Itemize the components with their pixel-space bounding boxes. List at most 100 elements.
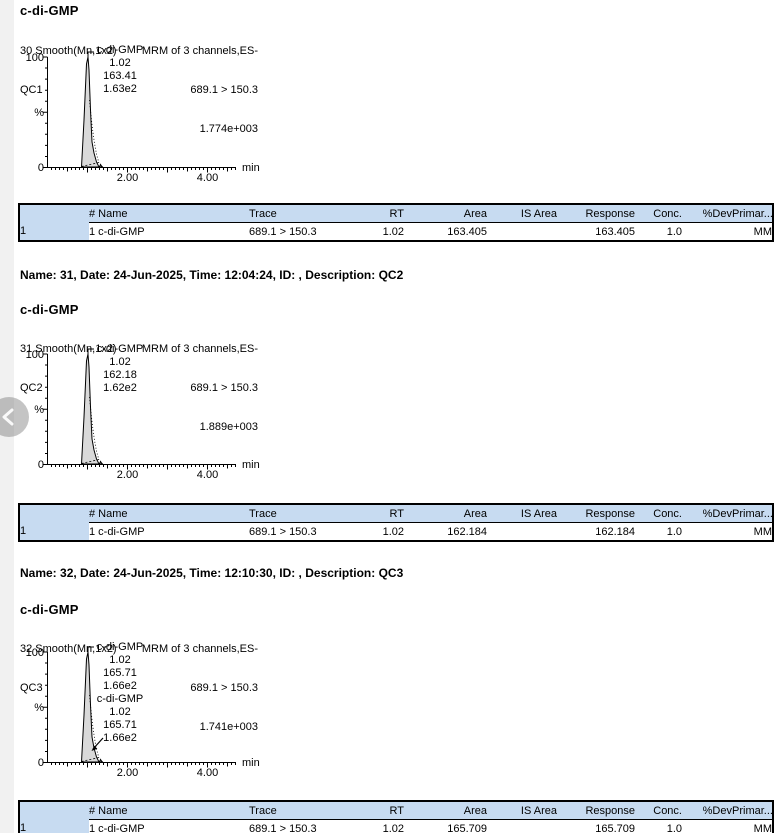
results-table: # Name Trace RT Area IS Area Response Co… — [18, 800, 774, 833]
cell-pdev — [682, 820, 732, 833]
col-area: Area — [404, 204, 487, 223]
col-primary: Primar... — [732, 204, 773, 223]
col-rownum — [19, 801, 89, 820]
col-rt: RT — [374, 204, 404, 223]
y-axis-bottom-label: 0 — [38, 459, 44, 471]
cell-primary: MM — [753, 525, 772, 538]
table-row[interactable]: 1 1 c-di-GMP 689.1 > 150.3 1.02 165.709 … — [19, 819, 773, 833]
cell-name: 1 c-di-GMP — [89, 822, 145, 833]
peak-name: c-di-GMP — [96, 44, 144, 56]
peak-rt: 1.02 — [109, 706, 131, 718]
col-trace: Trace — [249, 504, 374, 523]
col-area: Area — [404, 504, 487, 523]
col-trace: Trace — [249, 801, 374, 820]
intensity-line: 1.741e+003 — [199, 721, 258, 733]
acq-line: MRM of 3 channels,ES- — [141, 343, 258, 355]
col-isarea: IS Area — [487, 204, 557, 223]
peak-annotation: c-di-GMP 1.02 163.41 1.63e2 — [93, 44, 147, 96]
results-table: # Name Trace RT Area IS Area Response Co… — [18, 503, 774, 542]
chart-title: c-di-GMP — [20, 3, 79, 18]
acq-line: MRM of 3 channels,ES- — [141, 643, 258, 655]
cell-pdev — [682, 223, 732, 242]
process-line: 31 Smooth(Mn,1x2) — [20, 343, 117, 355]
peak-annotation: c-di-GMP 1.02 165.71 1.66e2 c-di-GMP 1.0… — [93, 641, 147, 745]
chart-info-right: MRM of 3 channels,ES- 689.1 > 150.3 1.74… — [130, 617, 258, 760]
cell-area: 163.405 — [447, 225, 487, 238]
col-pdev: %Dev — [682, 204, 732, 223]
col-name: # Name — [89, 204, 249, 223]
cell-conc: 1.0 — [666, 525, 682, 538]
cell-trace: 689.1 > 150.3 — [249, 225, 317, 238]
y-axis-bottom-label: 0 — [38, 757, 44, 769]
results-table: # Name Trace RT Area IS Area Response Co… — [18, 203, 774, 242]
x-tick-label: 2.00 — [117, 469, 138, 481]
cell-area: 165.709 — [447, 822, 487, 833]
left-gutter — [0, 0, 14, 833]
col-primary: Primar... — [732, 504, 773, 523]
table-header-row: # Name Trace RT Area IS Area Response Co… — [19, 801, 773, 820]
previous-button[interactable] — [0, 397, 29, 437]
cell-trace: 689.1 > 150.3 — [249, 525, 317, 538]
acq-line: MRM of 3 channels,ES- — [141, 45, 258, 57]
table-row[interactable]: 1 1 c-di-GMP 689.1 > 150.3 1.02 163.405 … — [19, 222, 773, 242]
y-axis-label: % — [34, 107, 44, 119]
col-rownum — [19, 204, 89, 223]
peak-area: 163.41 — [103, 70, 137, 82]
cell-isarea — [487, 523, 557, 542]
col-conc: Conc. — [635, 504, 682, 523]
x-tick-label: 4.00 — [197, 172, 218, 184]
y-axis-label: % — [34, 702, 44, 714]
col-conc: Conc. — [635, 204, 682, 223]
sample-line: QC1 — [20, 84, 43, 96]
chart-info-left: 31 Smooth(Mn,1x2) QC2 — [20, 317, 117, 421]
chromatogram-plot: 100 % 0 2.00 4.00 min — [26, 646, 260, 779]
cell-name: 1 c-di-GMP — [89, 225, 145, 238]
x-tick-label: 2.00 — [117, 172, 138, 184]
cell-conc: 1.0 — [666, 822, 682, 833]
cell-rownum[interactable]: 1 — [19, 522, 89, 541]
chromatogram-plot: 100 % 0 2.00 4.00 min — [26, 348, 260, 481]
peak-height: 1.66e2 — [103, 680, 137, 692]
chromatogram-plot: 100 % 0 2.00 4.00 min — [26, 51, 260, 184]
sample-heading: Name: 32, Date: 24-Jun-2025, Time: 12:10… — [20, 566, 404, 580]
peak-name: c-di-GMP — [96, 693, 144, 705]
cell-conc: 1.0 — [666, 225, 682, 238]
col-response: Response — [557, 504, 635, 523]
chart-info-right: MRM of 3 channels,ES- 689.1 > 150.3 1.77… — [130, 19, 258, 162]
trace-line: 689.1 > 150.3 — [190, 682, 258, 694]
chart-info-left: 32 Smooth(Mn,1x2) QC3 — [20, 617, 117, 721]
col-rownum — [19, 504, 89, 523]
cell-rt: 1.02 — [382, 225, 404, 238]
x-axis-unit: min — [242, 757, 260, 769]
cell-name: 1 c-di-GMP — [89, 525, 145, 538]
x-tick-label: 4.00 — [197, 469, 218, 481]
peak-area: 165.71 — [103, 667, 137, 679]
peak-rt: 1.02 — [109, 356, 131, 368]
cell-rownum[interactable]: 1 — [19, 222, 89, 241]
peak-height: 1.66e2 — [103, 732, 137, 744]
col-pdev: %Dev — [682, 504, 732, 523]
y-axis-top-label: 100 — [26, 349, 44, 361]
cell-rownum[interactable]: 1 — [19, 819, 89, 833]
cell-response: 163.405 — [595, 225, 635, 238]
peak-area: 162.18 — [103, 369, 137, 381]
peak-height: 1.62e2 — [103, 382, 137, 394]
table-header-row: # Name Trace RT Area IS Area Response Co… — [19, 504, 773, 523]
cell-response: 165.709 — [595, 822, 635, 833]
chart-title: c-di-GMP — [20, 602, 79, 617]
x-tick-label: 2.00 — [117, 767, 138, 779]
sample-heading: Name: 31, Date: 24-Jun-2025, Time: 12:04… — [20, 268, 404, 282]
col-pdev: %Dev — [682, 801, 732, 820]
cell-trace: 689.1 > 150.3 — [249, 822, 317, 833]
sample-line: QC2 — [20, 382, 43, 394]
col-rt: RT — [374, 504, 404, 523]
cell-rt: 1.02 — [382, 525, 404, 538]
col-name: # Name — [89, 801, 249, 820]
table-row[interactable]: 1 1 c-di-GMP 689.1 > 150.3 1.02 162.184 … — [19, 522, 773, 542]
x-tick-label: 4.00 — [197, 767, 218, 779]
col-name: # Name — [89, 504, 249, 523]
cell-response: 162.184 — [595, 525, 635, 538]
col-trace: Trace — [249, 204, 374, 223]
col-conc: Conc. — [635, 801, 682, 820]
